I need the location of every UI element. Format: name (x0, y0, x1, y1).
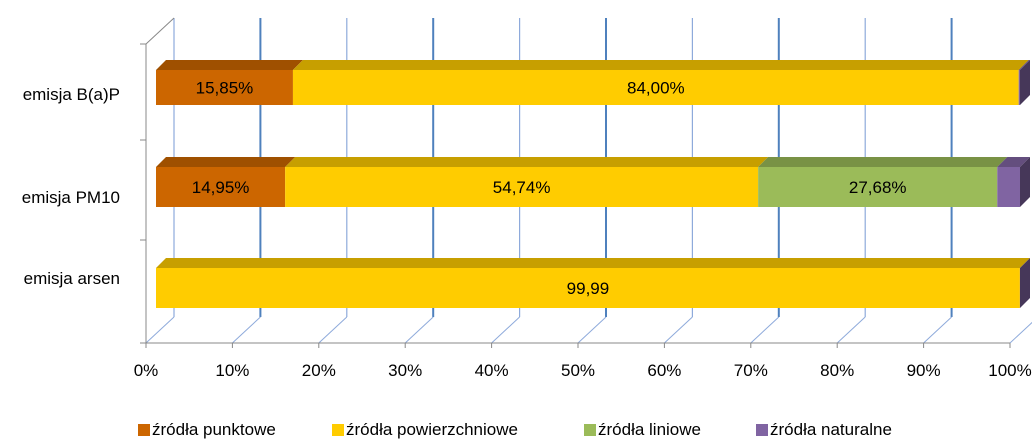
gridline-floor (836, 316, 866, 344)
data-label: 99,99 (567, 279, 610, 298)
bar-end-face (1020, 157, 1030, 207)
legend-label: źródła punktowe (152, 420, 276, 439)
bar-end-face (1020, 258, 1030, 308)
gridline-floor (145, 316, 175, 344)
x-tick-label: 70% (734, 361, 768, 380)
bar-segment (285, 167, 759, 207)
data-label: 14,95% (192, 178, 250, 197)
bar-segment (1018, 70, 1020, 105)
bar-segment-top (156, 157, 296, 167)
x-tick-label: 0% (134, 361, 159, 380)
x-tick-label: 50% (561, 361, 595, 380)
x-tick-label: 30% (388, 361, 422, 380)
axis-back-diagonal (145, 17, 175, 45)
legend-label: źródła powierzchniowe (346, 420, 518, 439)
gridline-floor (1009, 321, 1032, 344)
bar-segment-top (156, 258, 1030, 268)
gridline-floor (664, 316, 693, 344)
bars (156, 60, 1030, 308)
axes (140, 17, 1011, 348)
bar-segment (156, 268, 1020, 308)
bar-segment-top (1018, 60, 1030, 70)
bar-segment-top (1019, 258, 1030, 268)
bar-segment-top (285, 157, 769, 167)
gridline-floor (232, 316, 261, 344)
x-tick-label: 40% (475, 361, 509, 380)
legend-swatch (138, 424, 150, 436)
legend-swatch (756, 424, 768, 436)
bar-segment-top (156, 60, 303, 70)
legend-swatch (584, 424, 596, 436)
category-label: emisja B(a)P (23, 85, 120, 104)
gridline-floor (318, 316, 348, 344)
gridline-floor (577, 316, 607, 344)
bar-end-face (1020, 60, 1030, 105)
gridline-floor (923, 316, 952, 344)
bar-segment-top (758, 157, 1008, 167)
bar-segment (156, 167, 286, 207)
data-label: 27,68% (849, 178, 907, 197)
x-tick-label: 20% (302, 361, 336, 380)
legend-swatch (332, 424, 344, 436)
bar-segment-top (997, 157, 1030, 167)
data-label: 15,85% (196, 79, 254, 98)
legend-label: źródła naturalne (770, 420, 892, 439)
category-label: emisja arsen (24, 269, 120, 288)
bar-segment (156, 70, 293, 105)
gridline-floor (750, 316, 780, 344)
data-label: 84,00% (627, 79, 685, 98)
bar-segment (758, 167, 998, 207)
x-tick-labels: 0% 10% 20% 30% 40% 50% 60% 70% 80% 90% 100% (134, 361, 1032, 380)
x-tick-label: 100% (988, 361, 1031, 380)
x-tick-label: 10% (215, 361, 249, 380)
x-tick-label: 90% (907, 361, 941, 380)
data-label: 54,74% (493, 178, 551, 197)
x-tick-label: 80% (820, 361, 854, 380)
category-label: emisja PM10 (22, 188, 120, 207)
bar-segment (997, 167, 1020, 207)
gridline-floor (491, 316, 520, 344)
legend-label: źródła liniowe (598, 420, 701, 439)
legend: źródła punktowe źródła powierzchniowe źród… (138, 420, 892, 439)
data-labels: 15,85% 84,00% 14,95% 54,74% 27,68% 99,99 (192, 79, 907, 299)
bar-segment (292, 70, 1019, 105)
gridline-floor (404, 316, 434, 344)
bar-segment-top (292, 60, 1029, 70)
x-tick-label: 60% (647, 361, 681, 380)
category-labels: emisja B(a)P emisja PM10 emisja arsen (22, 85, 120, 288)
